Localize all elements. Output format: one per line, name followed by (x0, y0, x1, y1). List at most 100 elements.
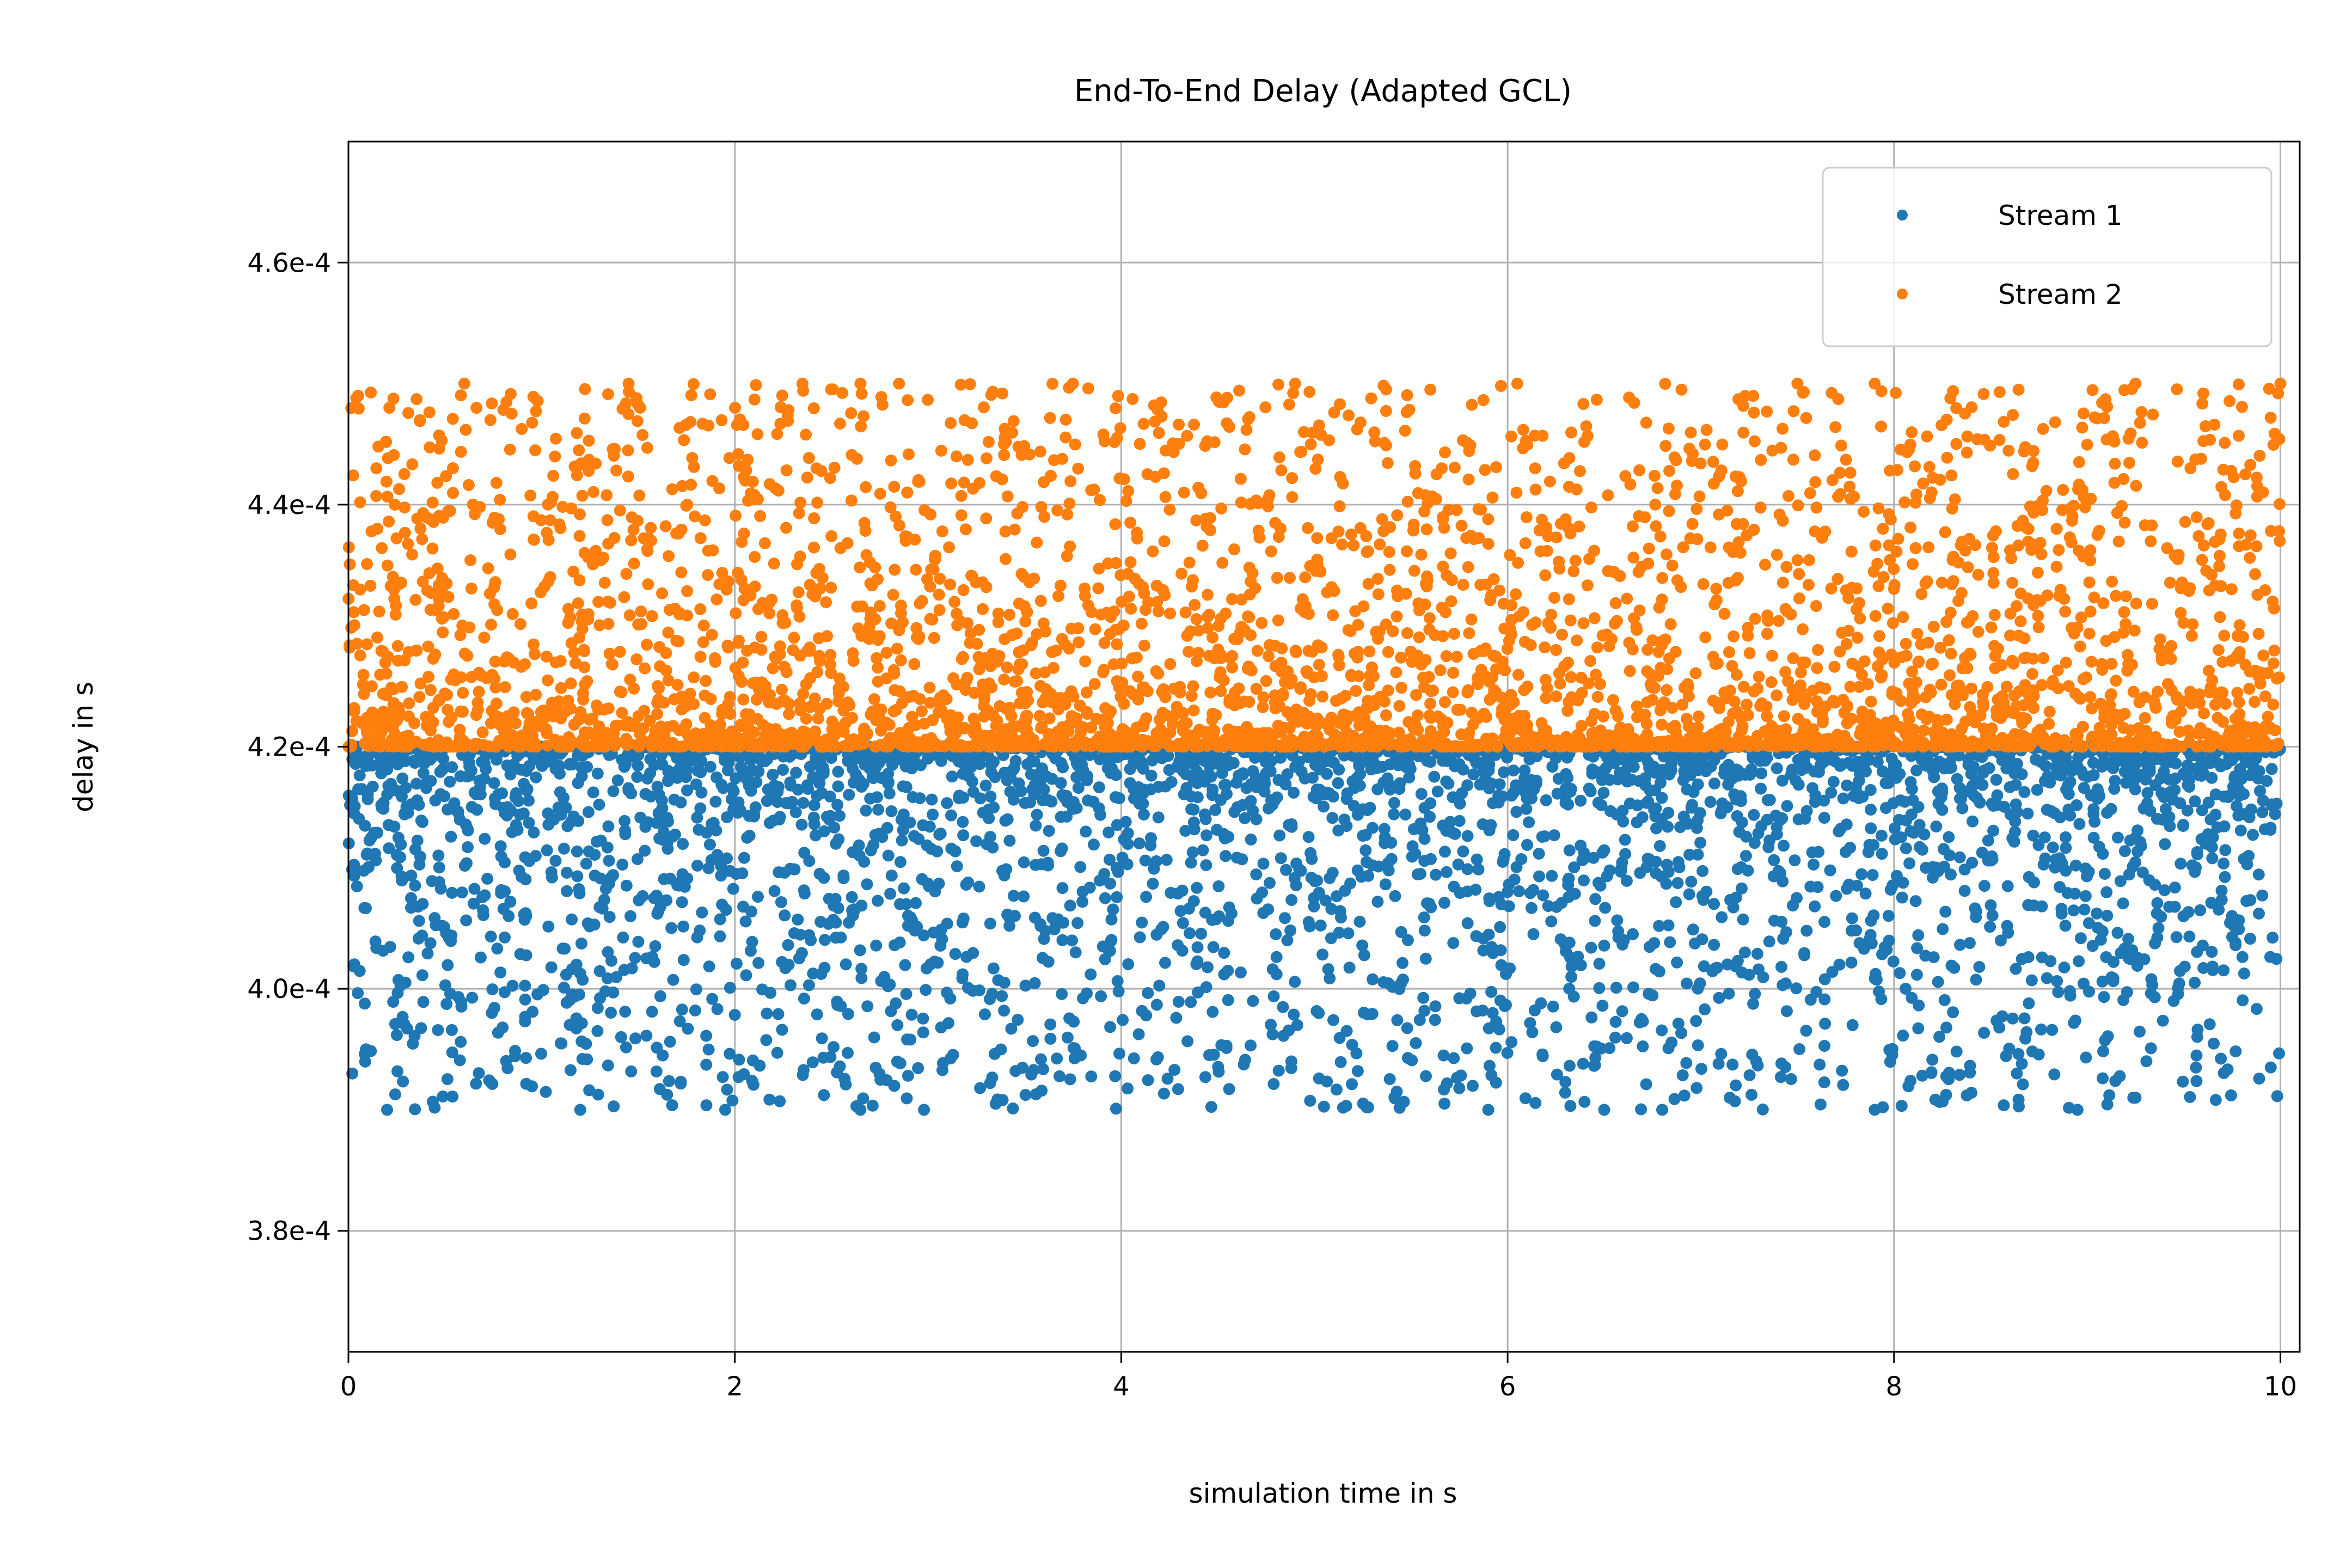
stream-2-point (1393, 700, 1406, 712)
stream-1-point (456, 886, 468, 899)
stream-1-point (1206, 789, 1218, 801)
stream-1-point (1170, 1012, 1183, 1024)
stream-1-point (1051, 1052, 1063, 1065)
stream-1-point (1176, 884, 1189, 897)
stream-1-point (864, 792, 877, 805)
stream-1-point (1986, 797, 1998, 810)
stream-1-point (1751, 947, 1763, 960)
stream-2-point (807, 402, 820, 414)
stream-1-point (650, 890, 663, 902)
stream-1-point (912, 1062, 924, 1074)
stream-1-point (677, 838, 689, 850)
stream-1-point (893, 936, 906, 949)
stream-1-point (2060, 760, 2073, 773)
stream-1-point (2098, 868, 2111, 880)
stream-1-point (1526, 1026, 1539, 1038)
stream-1-point (1172, 996, 1185, 1008)
stream-1-point (1418, 832, 1431, 845)
stream-1-point (1056, 934, 1069, 946)
stream-1-point (1585, 1011, 1598, 1024)
stream-1-point (2158, 884, 2171, 897)
stream-1-point (1809, 900, 1821, 912)
stream-1-point (1157, 921, 1169, 933)
stream-1-point (1251, 892, 1263, 905)
stream-1-point (1733, 825, 1745, 838)
stream-1-point (359, 997, 371, 1010)
stream-2-point (1529, 483, 1542, 496)
stream-1-point (593, 965, 606, 977)
stream-2-point (860, 481, 872, 493)
stream-2-point (1986, 542, 1998, 554)
stream-1-point (1749, 988, 1761, 1000)
stream-2-point (572, 597, 584, 609)
stream-1-point (843, 916, 855, 929)
stream-1-point (417, 996, 430, 1008)
stream-1-point (960, 879, 972, 891)
stream-1-point (377, 762, 390, 775)
stream-1-point (1662, 866, 1675, 878)
stream-1-point (461, 823, 474, 835)
stream-1-point (730, 868, 743, 880)
stream-2-point (641, 442, 653, 454)
stream-2-point (2110, 675, 2122, 687)
stream-2-point (1482, 513, 1494, 525)
stream-1-point (1266, 1028, 1279, 1040)
stream-1-point (1266, 963, 1279, 976)
stream-1-point (1755, 767, 1768, 780)
stream-1-point (2151, 897, 2164, 909)
stream-1-point (928, 955, 941, 968)
stream-2-point (812, 712, 824, 725)
stream-1-point (984, 831, 996, 843)
stream-1-point (1687, 923, 1699, 936)
stream-1-point (1683, 888, 1695, 901)
stream-1-point (870, 939, 883, 952)
stream-1-point (681, 872, 694, 885)
stream-1-point (767, 768, 779, 781)
stream-1-point (2141, 787, 2154, 799)
stream-1-point (1304, 1094, 1316, 1107)
stream-1-point (481, 873, 494, 885)
stream-1-point (2025, 974, 2038, 987)
stream-1-point (1444, 816, 1456, 828)
stream-1-point (531, 988, 544, 1001)
stream-1-point (491, 942, 504, 955)
stream-1-point (1510, 806, 1523, 818)
stream-1-point (790, 767, 803, 779)
stream-1-point (1113, 1048, 1125, 1060)
stream-1-point (518, 908, 530, 921)
stream-1-point (498, 986, 511, 999)
stream-1-point (880, 1074, 893, 1086)
stream-1-point (1110, 861, 1123, 874)
stream-1-point (1678, 1089, 1690, 1102)
stream-1-point (486, 1007, 498, 1019)
stream-1-point (814, 916, 827, 928)
stream-1-point (1371, 783, 1384, 795)
stream-1-point (902, 1069, 914, 1082)
stream-1-point (772, 1008, 785, 1020)
stream-1-point (1523, 816, 1535, 829)
stream-1-point (1272, 1064, 1285, 1077)
stream-2-point (1164, 607, 1177, 620)
stream-1-point (1818, 973, 1831, 985)
stream-1-point (540, 1086, 552, 1098)
stream-1-point (1888, 822, 1901, 835)
stream-1-point (2071, 760, 2084, 773)
stream-1-point (492, 788, 505, 800)
stream-1-point (1322, 963, 1334, 976)
stream-1-point (445, 935, 457, 947)
stream-1-point (520, 1052, 532, 1064)
stream-2-point (1890, 387, 1902, 399)
stream-1-point (1218, 779, 1230, 791)
stream-1-point (771, 786, 784, 798)
stream-1-point (1494, 944, 1507, 957)
stream-1-point (1559, 797, 1572, 809)
stream-1-point (1936, 786, 1949, 799)
stream-1-point (721, 1083, 733, 1096)
stream-1-point (2022, 807, 2034, 820)
stream-1-point (1768, 854, 1780, 866)
stream-1-point (1205, 1101, 1217, 1113)
stream-1-point (798, 884, 810, 897)
stream-1-point (632, 935, 645, 948)
stream-1-point (872, 895, 884, 907)
stream-1-point (823, 892, 835, 905)
